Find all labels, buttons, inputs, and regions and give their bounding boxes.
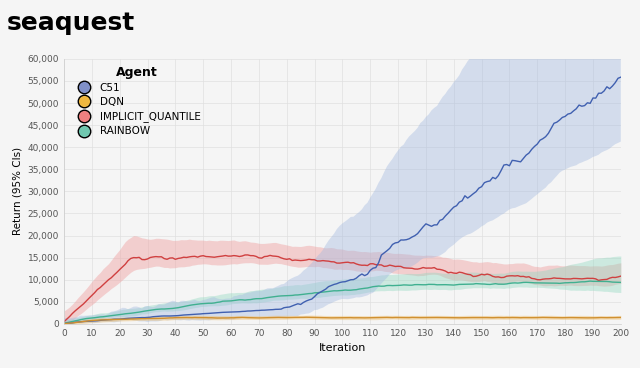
Y-axis label: Return (95% CIs): Return (95% CIs)	[12, 147, 22, 236]
Legend: C51, DQN, IMPLICIT_QUANTILE, RAINBOW: C51, DQN, IMPLICIT_QUANTILE, RAINBOW	[70, 61, 205, 141]
X-axis label: Iteration: Iteration	[319, 343, 366, 353]
Text: seaquest: seaquest	[6, 11, 134, 35]
